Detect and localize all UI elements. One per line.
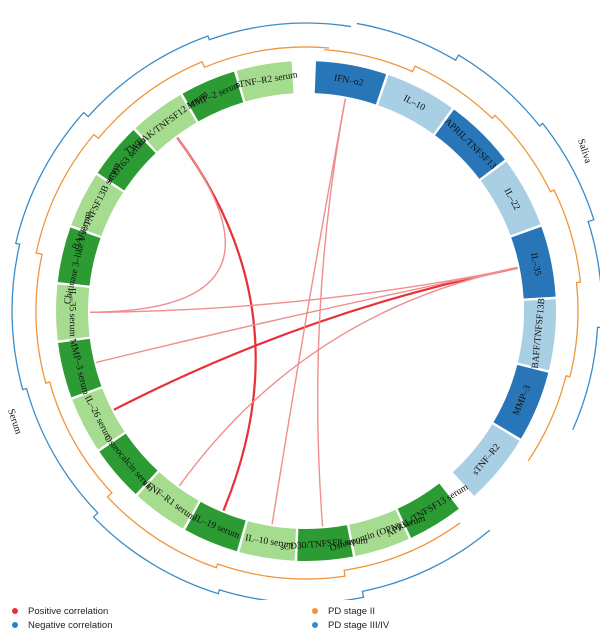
segment-baff-tnfsf13b-serum xyxy=(71,175,124,237)
chord-diagram: IFN–α2IL–10APRIL/TNFSF13IL–22IL–35BAFF/T… xyxy=(5,22,600,600)
segment-mmp-3 xyxy=(493,364,549,439)
pd-stage-outlines xyxy=(11,22,600,600)
segment-osteopontin-opn-serum xyxy=(349,509,409,557)
legend-item-negative: Negative correlation xyxy=(12,618,113,632)
legend-item-positive: Positive correlation xyxy=(12,604,113,618)
legend-pd-stage: PD stage II PD stage III/IV xyxy=(312,604,389,632)
segment-stnf-r1-serum xyxy=(137,472,199,529)
segment-il-10-serum xyxy=(239,521,297,561)
link-il-35-to-mmp-3-serum xyxy=(96,267,518,364)
group-label-saliva: Saliva xyxy=(575,138,593,166)
segment-tweak-tnfsf12-serum xyxy=(135,94,197,152)
segment-il-35-serum xyxy=(56,284,90,341)
segment-osteocalcin-serum xyxy=(99,433,158,495)
legend-label-pd-stage-3-4: PD stage III/IV xyxy=(328,619,390,631)
segment-il-22 xyxy=(480,161,541,236)
segment-label-il-35: IL–35 xyxy=(528,252,542,277)
link-tweak-tnfsf12-serum-to-il-35-serum xyxy=(89,137,227,313)
pd-stage-3-4-serum-outline xyxy=(11,22,491,600)
segment-scd163-serum xyxy=(97,129,156,191)
segment-mmp-2-serum xyxy=(182,71,244,122)
legend-item-pd-stage-3-4: PD stage III/IV xyxy=(312,618,389,632)
segment-april-tnfsf13-serum xyxy=(397,483,459,538)
positive-dot-icon xyxy=(12,608,18,614)
legend-label-negative: Negative correlation xyxy=(28,619,113,631)
pd-stage-3-4-dot-icon xyxy=(312,622,318,628)
pd-stage-2-serum-outline xyxy=(35,46,461,580)
segment-april-tnfsf13 xyxy=(435,109,505,179)
link-il-35-to-il-35-serum xyxy=(89,267,518,313)
segment-baff-tnfsf13b xyxy=(517,299,556,371)
segment-label-il-35-serum: IL–35 serum xyxy=(67,288,77,337)
pd-stage-2-saliva-outline xyxy=(324,48,582,462)
link-il-35-to-stnf-r1-serum xyxy=(178,267,518,487)
link-ifn-2-to-scd30-tnfsf8-serum xyxy=(316,98,347,527)
link-il-35-to-il-26-serum xyxy=(113,266,518,411)
segment-scd30-tnfsf8-serum xyxy=(297,525,353,561)
segment-stnf-r2 xyxy=(452,424,520,496)
segment-il-10 xyxy=(378,75,452,134)
link-tweak-tnfsf12-serum-to-il-19-serum xyxy=(176,136,257,512)
legend-correlation: Positive correlation Negative correlatio… xyxy=(12,604,113,632)
segment-il-26-serum xyxy=(72,388,125,450)
legend-label-pd-stage-2: PD stage II xyxy=(328,605,375,617)
legend-label-positive: Positive correlation xyxy=(28,605,109,617)
legend-item-pd-stage-2: PD stage II xyxy=(312,604,389,618)
pd-stage-2-dot-icon xyxy=(312,608,318,614)
segment-il-19-serum xyxy=(185,501,246,552)
segment-ifn-2 xyxy=(314,61,387,105)
segment-il-35 xyxy=(511,226,556,299)
group-label-serum: Serum xyxy=(5,408,24,436)
ring-segments xyxy=(56,61,556,561)
segment-chitinase-3-like-1-serum xyxy=(57,227,101,286)
pd-stage-3-4-saliva-outline xyxy=(356,22,600,431)
segment-stnf-r2-serum xyxy=(236,61,294,102)
negative-dot-icon xyxy=(12,622,18,628)
link-ifn-2-to-il-10-serum xyxy=(271,98,347,525)
correlation-links xyxy=(89,98,518,527)
segment-mmp-3-serum xyxy=(58,338,102,398)
